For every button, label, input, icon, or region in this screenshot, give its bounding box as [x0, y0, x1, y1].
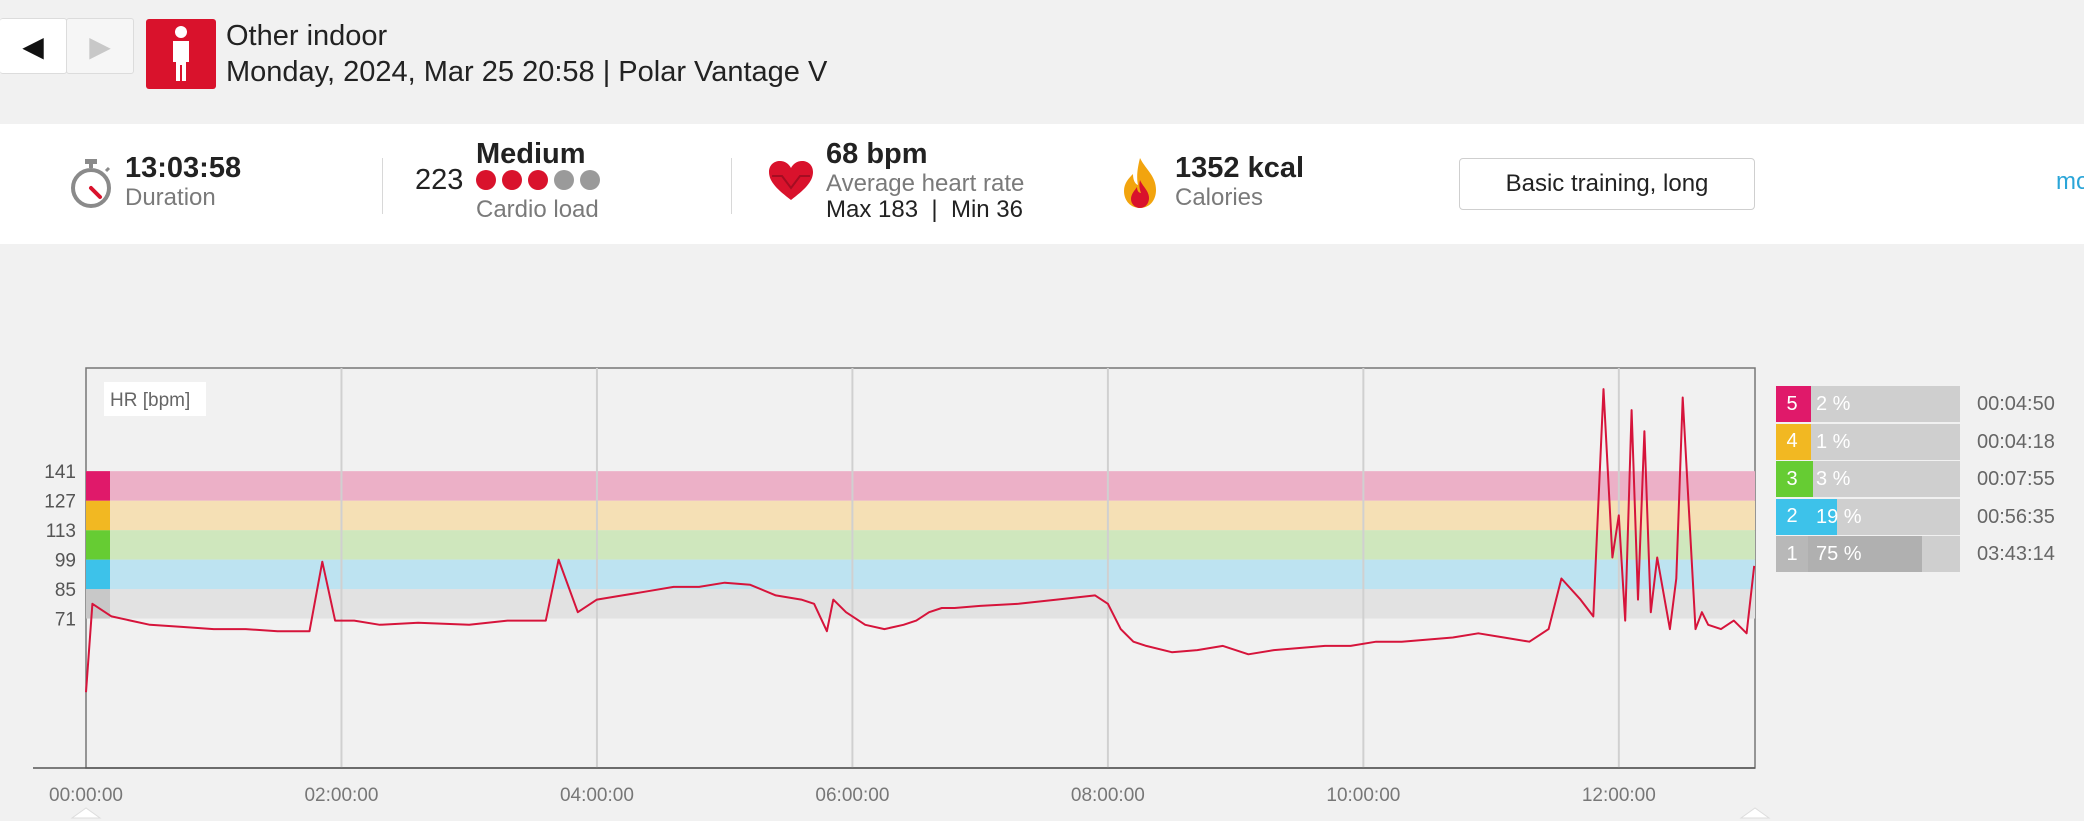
duration-value: 13:03:58: [125, 152, 242, 184]
x-tick-label: 00:00:00: [49, 785, 123, 806]
zone-percent: 1 %: [1816, 430, 1851, 453]
zone-number: 5: [1776, 386, 1808, 422]
x-tick-label: 06:00:00: [815, 785, 889, 806]
divider: [382, 158, 383, 214]
zone-band-2: [86, 559, 1755, 590]
cardio-dot-filled: [476, 170, 496, 190]
more-link[interactable]: mo: [2056, 168, 2084, 195]
divider: [731, 158, 732, 214]
training-benefit-button[interactable]: Basic training, long: [1459, 158, 1755, 210]
zone-number: 3: [1776, 461, 1808, 497]
y-axis-label: HR [bpm]: [110, 390, 190, 411]
zone-time: 03:43:14: [1977, 543, 2055, 565]
zone-row-3: 3 3 %: [1776, 461, 1960, 497]
hr-chart: HR [bpm] 71 85 99 113 127 141 00:00:00 02:00:00 0…: [33, 367, 1771, 819]
zone-time: 00:04:18: [1977, 430, 2055, 453]
calories-value: 1352 kcal: [1175, 152, 1305, 184]
x-tick-label: 02:00:00: [304, 785, 378, 806]
zone-percent: 2 %: [1816, 393, 1851, 415]
zone-marker-4: [86, 500, 110, 531]
zone-marker-5: [86, 471, 110, 501]
duration-label: Duration: [125, 184, 216, 211]
y-tick-label: 127: [44, 492, 76, 513]
cardio-dot-empty: [580, 170, 600, 190]
zone-band-1: [86, 589, 1755, 619]
y-tick-label: 85: [55, 580, 76, 601]
zone-percent-bar: [1808, 536, 1922, 572]
cardio-dot-empty: [554, 170, 574, 190]
stopwatch-icon: [66, 157, 116, 216]
cardio-dot-filled: [528, 170, 548, 190]
zone-band-4: [86, 500, 1755, 531]
sport-title: Other indoor: [226, 20, 388, 52]
x-tick-label: 04:00:00: [560, 785, 634, 806]
zone-time: 00:04:50: [1977, 393, 2055, 415]
avg-hr-label: Average heart rate: [826, 170, 1025, 197]
x-tick-label: 08:00:00: [1071, 785, 1145, 806]
zone-percent-bar: [1808, 423, 1811, 460]
y-tick-label: 113: [46, 521, 76, 542]
previous-button[interactable]: ◀: [0, 18, 67, 74]
zone-marker-2: [86, 559, 110, 590]
zone-band-3: [86, 530, 1755, 560]
zone-time: 00:07:55: [1977, 468, 2055, 490]
calories-label: Calories: [1175, 184, 1264, 211]
session-subtitle: Monday, 2024, Mar 25 20:58 | Polar Vanta…: [226, 56, 828, 88]
zone-percent-bar: [1808, 461, 1813, 497]
page-header: ◀ ▶ Other indoor Monday, 2024, Mar 25 20…: [0, 0, 2084, 124]
y-tick-label: 71: [55, 610, 76, 631]
x-tick-label: 12:00:00: [1582, 785, 1656, 806]
cardio-load-dots: [476, 170, 600, 190]
x-tick-label: 10:00:00: [1326, 785, 1400, 806]
cardio-load-level: Medium: [476, 138, 586, 170]
avg-hr-value: 68 bpm: [826, 138, 928, 170]
zone-percent-bar: [1808, 386, 1812, 422]
zone-number: 1: [1776, 536, 1808, 572]
cardio-dot-filled: [502, 170, 522, 190]
zone-band-5: [86, 471, 1755, 501]
zone-row-5: 5 2 %: [1776, 386, 1960, 422]
zone-percent-bar: [1808, 498, 1837, 535]
next-button[interactable]: ▶: [66, 18, 134, 74]
zone-marker-3: [86, 530, 110, 560]
range-handle-right: [1739, 807, 1771, 819]
person-standing-icon: [146, 19, 216, 89]
zone-row-2: 2 19 %: [1776, 498, 1960, 535]
hr-line: [85, 388, 1756, 693]
zone-row-4: 4 1 %: [1776, 423, 1960, 460]
summary-bar: 13:03:58 Duration 223 Medium Cardio load…: [0, 124, 2084, 244]
zone-percent: 3 %: [1816, 468, 1851, 490]
zone-row-1: 1 75 %: [1776, 536, 1960, 572]
zone-number: 4: [1776, 423, 1808, 460]
y-tick-label: 99: [55, 551, 76, 572]
y-tick-label: 141: [44, 462, 76, 483]
zone-percent: 75 %: [1816, 543, 1862, 565]
flame-icon: [1120, 156, 1160, 215]
cardio-load-value: 223: [415, 164, 464, 196]
hr-max-min: Max 183 | Min 36: [826, 196, 1023, 223]
heart-icon: [768, 160, 814, 207]
y-axis-label-box: [104, 382, 206, 416]
zone-number: 2: [1776, 498, 1808, 535]
range-handle-left: [70, 807, 102, 819]
zone-percent: 19 %: [1816, 505, 1862, 528]
zone-time: 00:56:35: [1977, 505, 2055, 528]
cardio-load-label: Cardio load: [476, 196, 599, 223]
